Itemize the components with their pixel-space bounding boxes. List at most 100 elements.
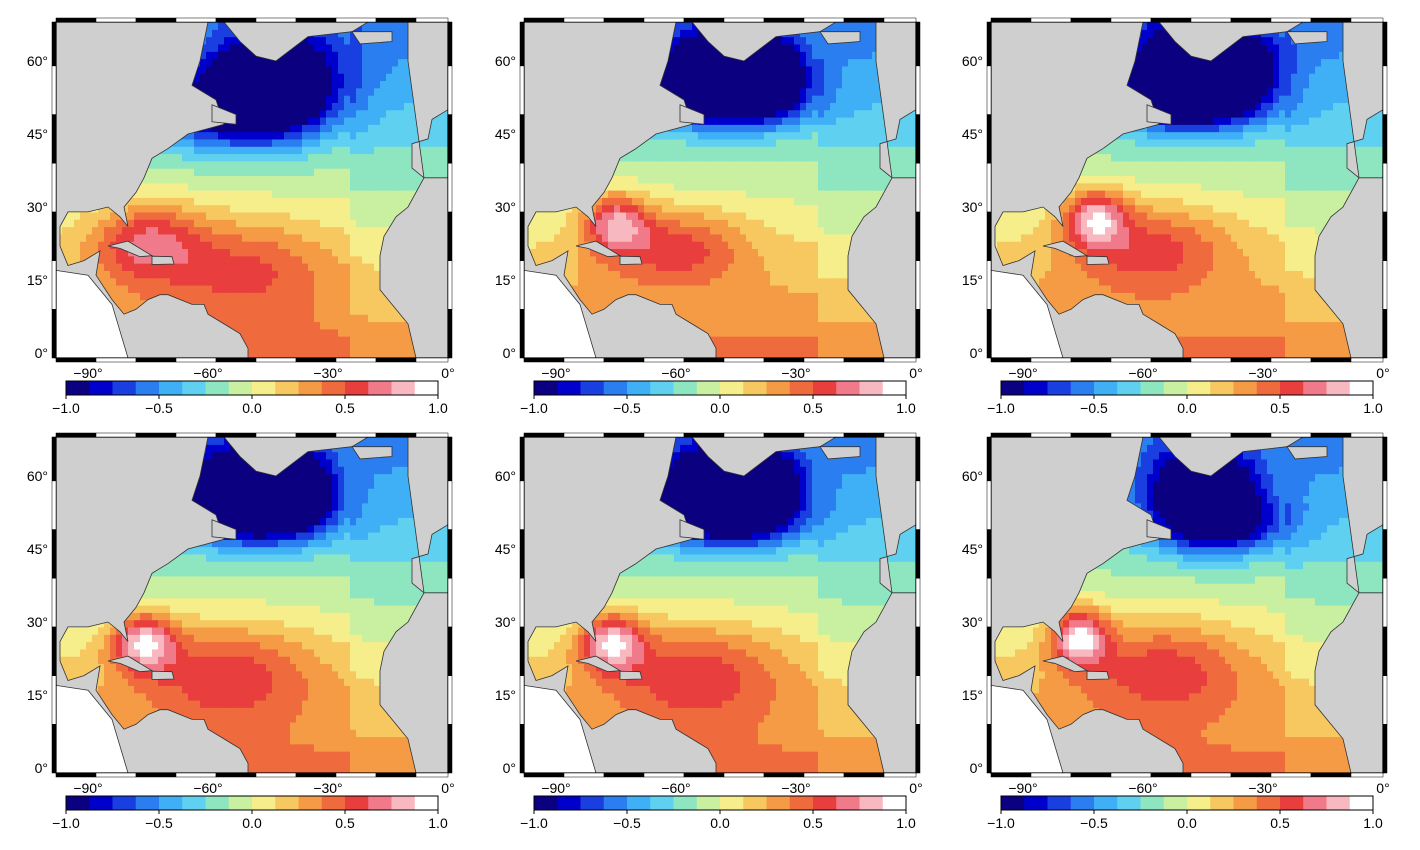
landmass (56, 22, 249, 358)
landmass (379, 592, 448, 773)
colorbar-swatch (66, 796, 90, 810)
colorbar-tick-label: 0.5 (803, 815, 823, 831)
landmass (1342, 437, 1383, 594)
pacific-area (56, 269, 129, 358)
colorbar-swatch (252, 381, 276, 395)
colorbar-swatch (1256, 796, 1281, 810)
lat-tick-label: 60° (962, 468, 983, 484)
colorbar-swatch (182, 381, 206, 395)
colorbar-swatch (228, 796, 253, 810)
lon-tick-label: −30° (781, 780, 810, 796)
lat-tick-label: 60° (495, 53, 516, 69)
landmass (151, 670, 175, 680)
landmass (1143, 22, 1304, 62)
colorbar-swatch (1280, 381, 1304, 395)
colorbar-swatch (720, 796, 744, 810)
colorbar-swatch (789, 381, 814, 395)
lat-tick-label: 30° (27, 199, 48, 215)
colorbar-swatch (182, 796, 206, 810)
landmass (875, 22, 916, 179)
colorbar-tick-label: −0.5 (1080, 400, 1108, 416)
lat-tick-label: 45° (962, 126, 983, 142)
colorbar: −1.0 −0.5 0.0 0.5 1.0 (520, 380, 916, 416)
colorbar-tick-label: 1.0 (428, 400, 448, 416)
landmass (1042, 655, 1089, 673)
landmass (524, 437, 717, 773)
colorbar-swatch (580, 796, 605, 810)
pacific-area (991, 269, 1064, 358)
colorbar-swatch (836, 381, 860, 395)
lat-tick-label: 60° (962, 53, 983, 69)
colorbar-swatch (882, 796, 907, 810)
colorbar-tick-label: 0.0 (1177, 815, 1197, 831)
colorbar-swatch (1163, 381, 1188, 395)
colorbar-swatch (228, 381, 253, 395)
lon-tick-label: 0° (1376, 780, 1389, 796)
lon-tick-label: 0° (441, 780, 454, 796)
lat-tick-label: 45° (27, 126, 48, 142)
colorbar-swatch (414, 381, 439, 395)
landmass (1146, 519, 1172, 540)
lon-tick-label: −30° (1248, 365, 1277, 381)
landmass (407, 22, 448, 179)
colorbar-swatch (1001, 796, 1025, 810)
colorbar-swatch (859, 381, 884, 395)
lat-tick-label: 45° (27, 541, 48, 557)
landmass (619, 255, 643, 265)
colorbar-swatch (321, 796, 346, 810)
colorbar-tick-label: 1.0 (428, 815, 448, 831)
colorbar-tick-label: 0.5 (803, 400, 823, 416)
colorbar-tick-label: 0.0 (242, 400, 262, 416)
colorbar-tick-label: 0.5 (1270, 815, 1290, 831)
colorbar-swatch (1256, 381, 1281, 395)
landmass (875, 437, 916, 594)
colorbar-swatch (1024, 381, 1048, 395)
map-plot: 0° 15° 30° 45° 60° −90° −60° −30° 0° −1.0 −0.5 0.0 0… (962, 432, 1390, 831)
colorbar-swatch (345, 381, 369, 395)
landmass (619, 670, 643, 680)
landmass (1042, 240, 1089, 258)
pacific-area (524, 269, 597, 358)
lon-tick-label: −90° (1008, 780, 1037, 796)
colorbar-swatch (391, 796, 416, 810)
colorbar-swatch (1349, 381, 1374, 395)
colorbar-swatch (696, 796, 721, 810)
landmass (1314, 592, 1383, 773)
colorbar-tick-label: 0.5 (335, 400, 355, 416)
lon-tick-label: −90° (541, 780, 570, 796)
colorbar-swatch (1187, 796, 1211, 810)
lat-tick-label: 60° (27, 53, 48, 69)
lon-tick-label: 0° (1376, 365, 1389, 381)
map-plot: 0° 15° 30° 45° 60° −90° −60° −30° 0° −1.0 −0.5 0.0 0… (27, 17, 455, 416)
colorbar-swatch (650, 381, 674, 395)
colorbar-swatch (1303, 381, 1327, 395)
lat-tick-label: 15° (962, 687, 983, 703)
landmass (351, 446, 393, 460)
landmass (211, 519, 237, 540)
landmass (1143, 437, 1304, 477)
pacific-area (991, 684, 1064, 773)
lat-tick-label: 15° (27, 272, 48, 288)
lat-tick-label: 45° (495, 126, 516, 142)
colorbar-swatch (89, 796, 113, 810)
map-panel-1: 0° 15° 30° 45° 60° −90° −60° −30° 0° −1.0 −0.5 0.0 0… (0, 0, 470, 420)
landmass (575, 240, 622, 258)
colorbar-swatch (696, 381, 721, 395)
landmass (847, 177, 916, 358)
colorbar-swatch (112, 796, 137, 810)
colorbar-swatch (1117, 796, 1141, 810)
lat-tick-label: 15° (27, 687, 48, 703)
landmass (208, 22, 369, 62)
lon-tick-label: −60° (193, 780, 222, 796)
colorbar-swatch (1001, 381, 1025, 395)
colorbar-swatch (112, 381, 137, 395)
map-panel-6: 0° 15° 30° 45° 60° −90° −60° −30° 0° −1.0 −0.5 0.0 0… (935, 415, 1405, 835)
landmass (679, 104, 705, 125)
colorbar-tick-label: −0.5 (1080, 815, 1108, 831)
lat-tick-label: 30° (962, 199, 983, 215)
landmass (679, 519, 705, 540)
colorbar-swatch (1280, 796, 1304, 810)
pacific-area (524, 684, 597, 773)
colorbar-swatch (1094, 796, 1118, 810)
colorbar-swatch (673, 796, 698, 810)
